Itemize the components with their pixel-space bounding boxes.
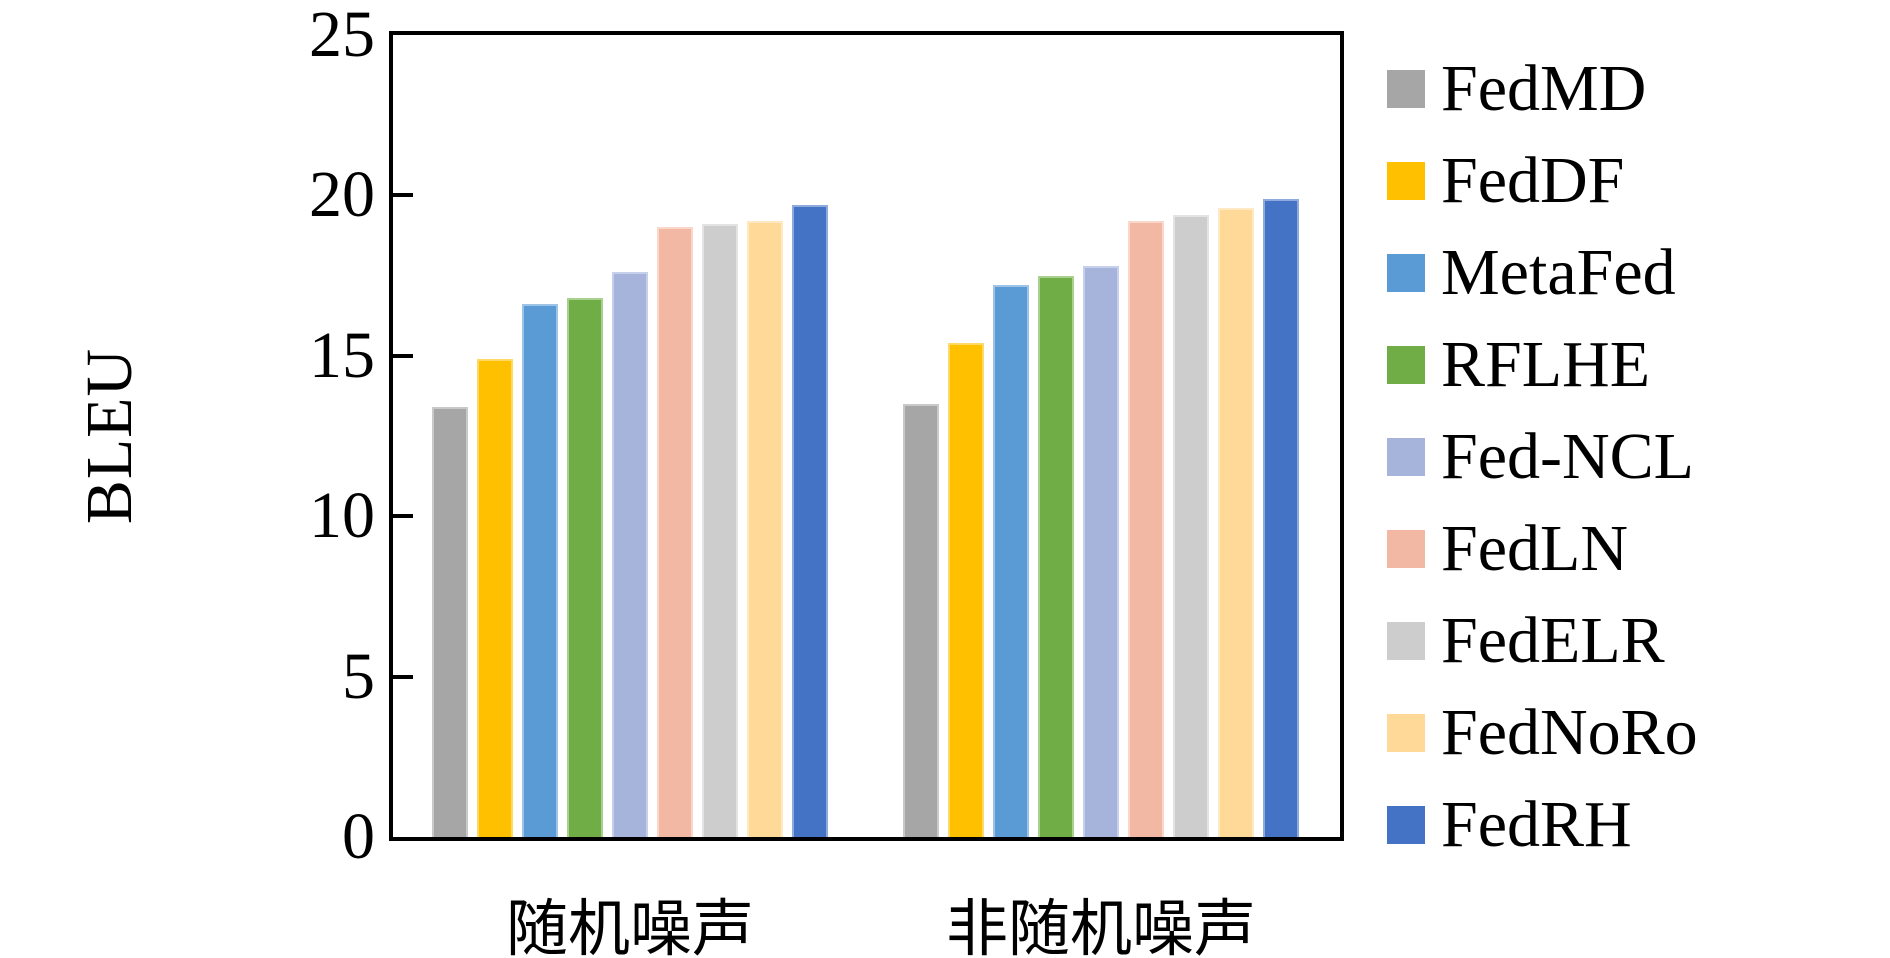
bar-fedelr-group1 [702, 224, 738, 837]
y-tick-label: 10 [309, 479, 375, 553]
bar-fed-ncl-group1 [612, 272, 648, 837]
legend-label: FedLN [1441, 512, 1628, 585]
plot-area [393, 35, 1340, 837]
bar-feddf-group1 [477, 359, 513, 837]
legend-label: RFLHE [1441, 328, 1651, 401]
legend-swatch-icon [1387, 70, 1425, 108]
legend-label: FedDF [1441, 144, 1625, 217]
legend-label: Fed-NCL [1441, 420, 1694, 493]
legend-swatch-icon [1387, 162, 1425, 200]
bar-rflhe-group2 [1038, 275, 1074, 837]
y-tick-mark [393, 193, 413, 198]
bar-metafed-group1 [522, 304, 558, 837]
legend-label: FedNoRo [1441, 696, 1698, 769]
bar-feddf-group2 [948, 342, 984, 837]
y-tick-label: 0 [342, 800, 375, 873]
bar-fedln-group2 [1128, 221, 1164, 837]
bar-fedln-group1 [657, 227, 693, 837]
y-tick-label: 15 [309, 318, 375, 392]
legend-item-feddf: FedDF [1387, 148, 1698, 214]
legend-item-metafed: MetaFed [1387, 240, 1698, 306]
bar-fedelr-group2 [1173, 214, 1209, 837]
y-axis-title: BLEU [73, 347, 146, 525]
bar-fedrh-group1 [792, 205, 828, 837]
legend-label: FedELR [1441, 604, 1665, 677]
legend-swatch-icon [1387, 622, 1425, 660]
y-tick-label: 20 [309, 158, 375, 232]
legend-item-fednoro: FedNoRo [1387, 700, 1698, 766]
legend: FedMD FedDF MetaFed RFLHE Fed-NCL FedLN FedELR… [1387, 56, 1698, 858]
bar-fedmd-group1 [432, 407, 468, 837]
legend-label: MetaFed [1441, 236, 1676, 309]
legend-swatch-icon [1387, 438, 1425, 476]
x-category-label-2: 非随机噪声 [945, 896, 1257, 958]
bar-fedmd-group2 [903, 403, 939, 837]
y-tick-label: 5 [342, 639, 375, 713]
bar-fed-ncl-group2 [1083, 265, 1119, 837]
legend-label: FedRH [1441, 788, 1632, 861]
y-tick-mark [393, 674, 413, 679]
legend-item-fed-ncl: Fed-NCL [1387, 424, 1698, 490]
bar-fednoro-group2 [1218, 208, 1254, 837]
y-tick-mark [393, 353, 413, 358]
legend-item-fedelr: FedELR [1387, 608, 1698, 674]
legend-swatch-icon [1387, 806, 1425, 844]
bar-fedrh-group2 [1263, 198, 1299, 837]
x-category-label-1: 随机噪声 [505, 896, 755, 958]
legend-swatch-icon [1387, 254, 1425, 292]
bar-fednoro-group1 [747, 221, 783, 837]
plot-frame [389, 31, 1344, 841]
bar-metafed-group2 [993, 285, 1029, 837]
legend-item-fedmd: FedMD [1387, 56, 1698, 122]
bar-rflhe-group1 [567, 298, 603, 837]
legend-swatch-icon [1387, 714, 1425, 752]
y-tick-label: 25 [309, 0, 375, 71]
legend-item-fedln: FedLN [1387, 516, 1698, 582]
legend-item-rflhe: RFLHE [1387, 332, 1698, 398]
legend-label: FedMD [1441, 52, 1647, 125]
legend-swatch-icon [1387, 530, 1425, 568]
legend-item-fedrh: FedRH [1387, 792, 1698, 858]
legend-swatch-icon [1387, 346, 1425, 384]
y-tick-mark [393, 514, 413, 519]
